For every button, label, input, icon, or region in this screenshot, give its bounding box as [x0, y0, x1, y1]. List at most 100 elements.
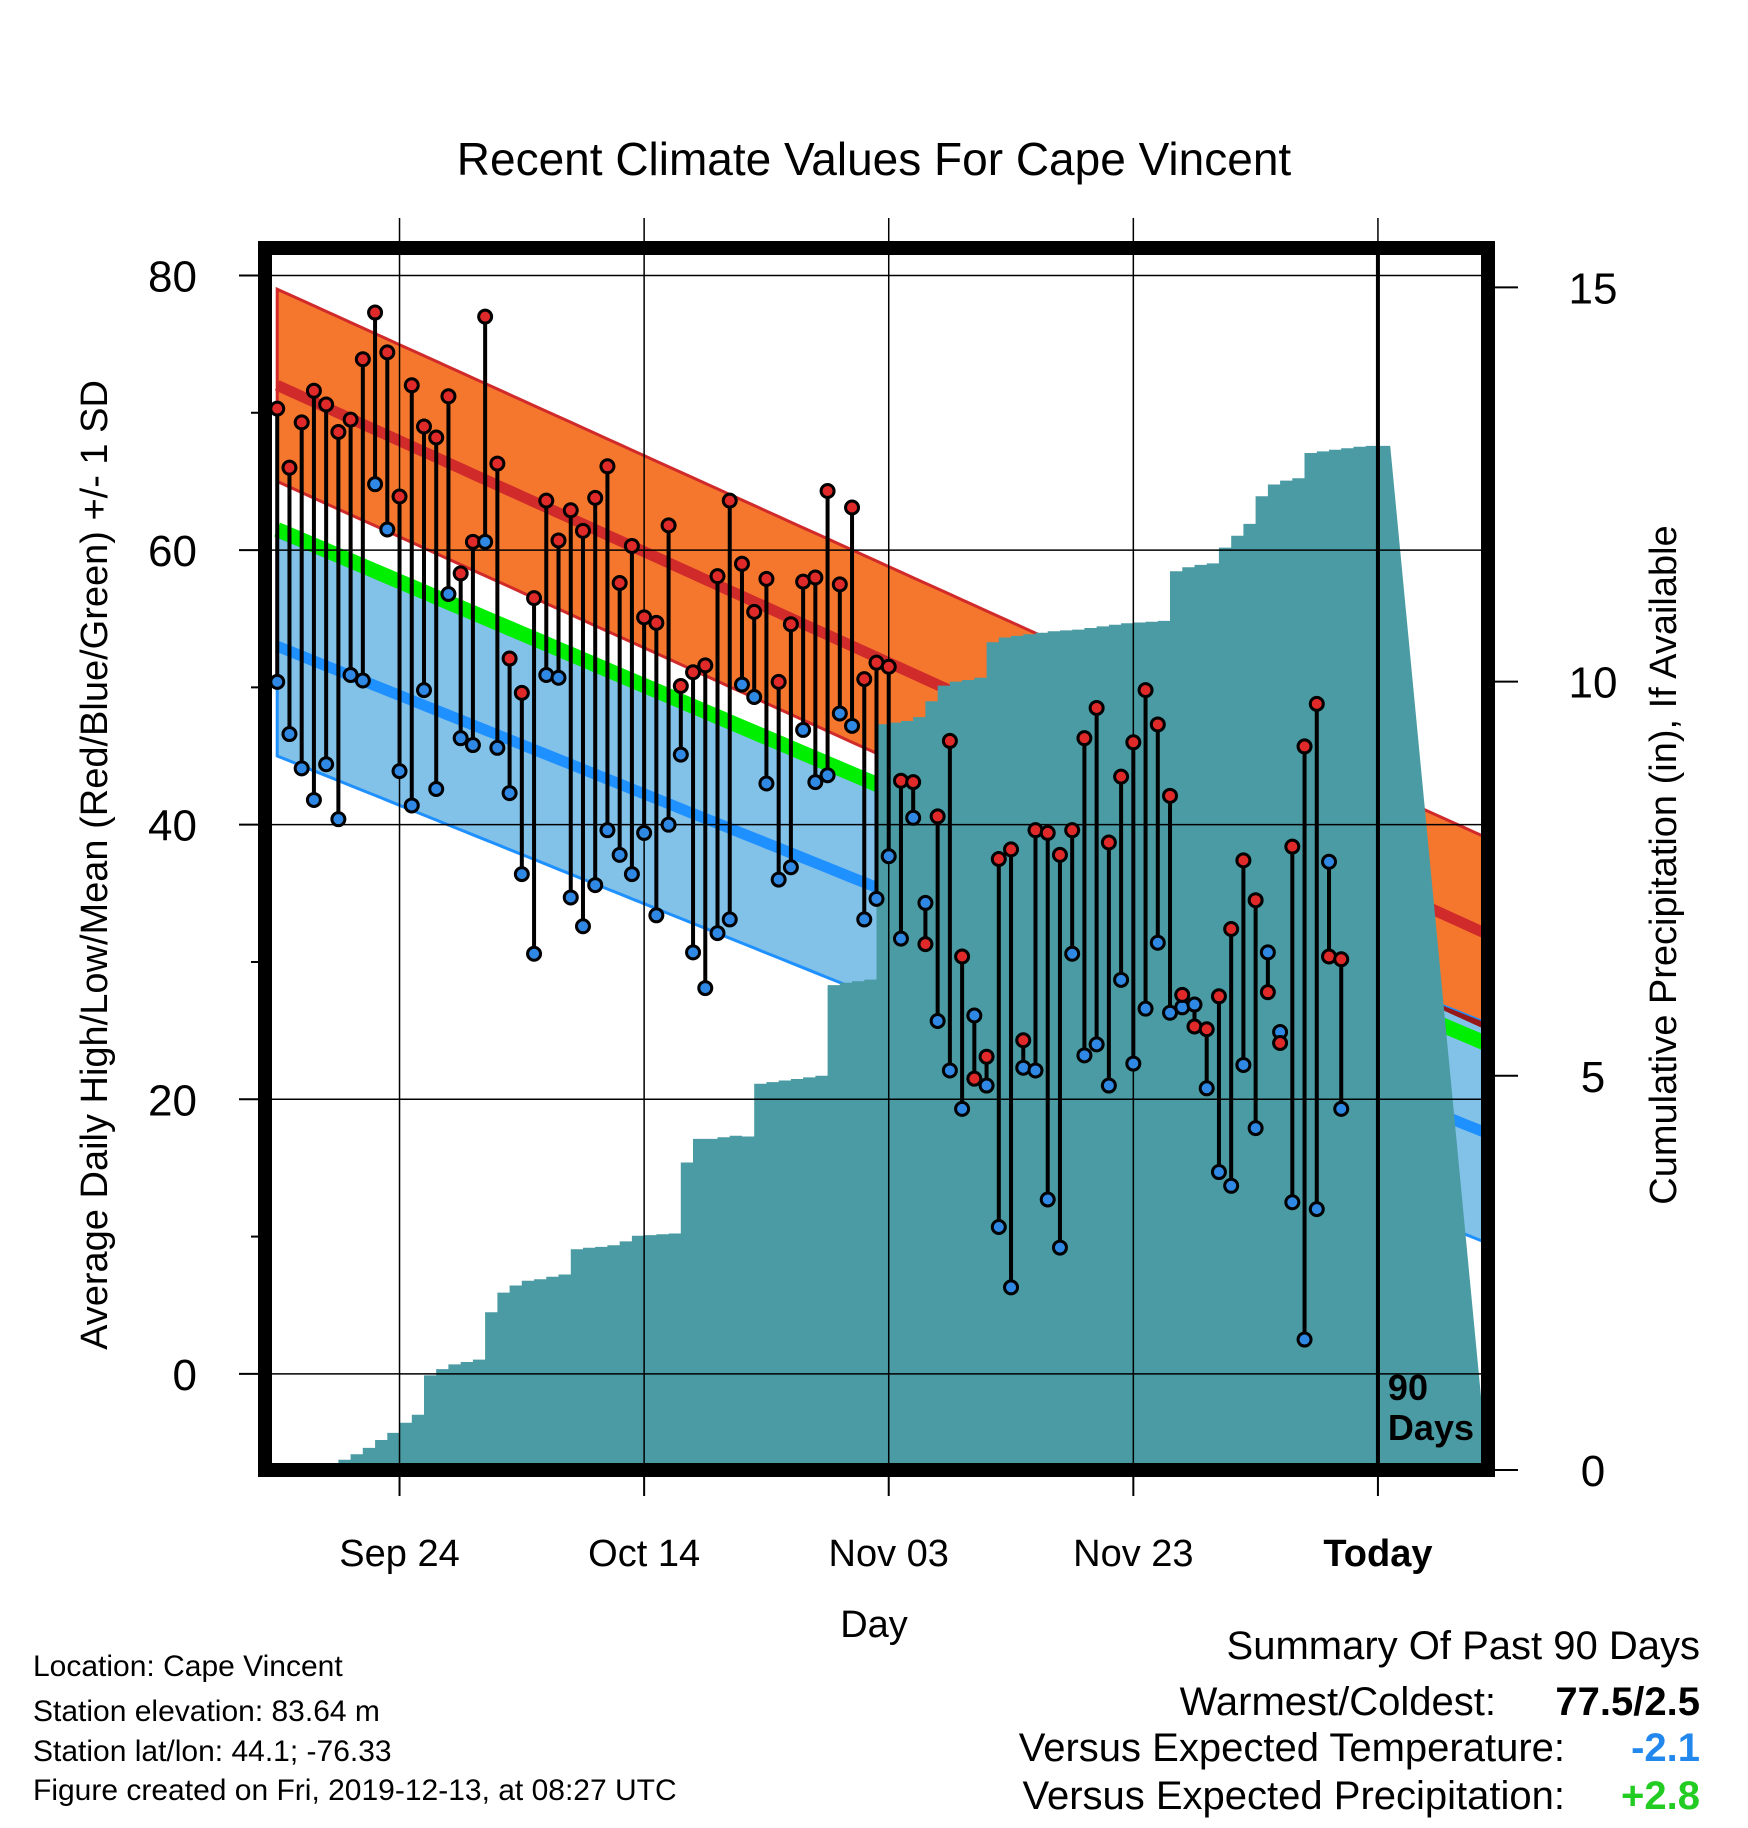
daily-high-point [452, 565, 469, 582]
daily-high-point [550, 532, 567, 549]
daily-low-point [403, 797, 420, 814]
daily-low-point [709, 925, 726, 942]
daily-high-point [758, 570, 775, 587]
daily-low-point [1186, 996, 1203, 1013]
daily-low-point [697, 980, 714, 997]
daily-high-point [990, 851, 1007, 867]
daily-high-point [709, 568, 726, 585]
daily-high-point [721, 492, 738, 509]
daily-low-point [330, 811, 347, 828]
daily-low-point [929, 1013, 946, 1030]
y2-tick-label: 0 [1581, 1447, 1605, 1496]
daily-high-point [672, 677, 689, 694]
daily-low-point [452, 730, 469, 747]
precip-area [277, 445, 1488, 1470]
today-marker-label: 90 Days [1388, 1367, 1474, 1448]
warm-cold-label: Warmest/Coldest: [1179, 1680, 1496, 1724]
daily-low-point [1003, 1279, 1020, 1296]
daily-low-point [1247, 1120, 1264, 1137]
daily-low-point [746, 688, 763, 705]
daily-high-point [1100, 834, 1117, 851]
daily-high-point [513, 684, 530, 701]
daily-high-point [1235, 852, 1252, 869]
daily-low-point [905, 809, 922, 826]
daily-high-point [477, 308, 494, 325]
daily-low-point [1137, 1000, 1154, 1017]
latlon-text: Station lat/lon: 44.1; -76.33 [33, 1735, 392, 1768]
daily-low-point [1149, 934, 1166, 951]
daily-low-point [1051, 1239, 1068, 1256]
daily-high-point [880, 658, 897, 675]
daily-low-point [1100, 1077, 1117, 1094]
daily-high-point [1003, 841, 1020, 858]
daily-high-point [562, 502, 579, 519]
daily-low-point [428, 780, 445, 797]
daily-high-point [611, 575, 628, 592]
daily-high-point [1259, 984, 1276, 1001]
daily-low-point [892, 930, 909, 947]
daily-low-point [623, 866, 640, 883]
daily-high-point [1198, 1021, 1215, 1038]
daily-high-point [978, 1048, 995, 1065]
daily-low-point [513, 866, 530, 883]
daily-low-point [831, 705, 848, 722]
daily-low-point [1125, 1055, 1142, 1072]
daily-high-point [844, 499, 861, 516]
daily-high-point [1174, 986, 1191, 1003]
daily-high-point [269, 400, 286, 417]
daily-high-point [1210, 988, 1227, 1005]
daily-low-point [1235, 1056, 1252, 1073]
daily-high-point [428, 429, 445, 446]
daily-high-point [440, 388, 457, 405]
y-tick-label: 0 [173, 1351, 197, 1400]
daily-low-point [733, 676, 750, 693]
precip-label: Versus Expected Precipitation: [1022, 1774, 1565, 1818]
daily-high-point [403, 377, 420, 394]
daily-high-point [685, 664, 702, 681]
daily-low-point [1064, 945, 1081, 962]
daily-high-point [1015, 1032, 1032, 1049]
y-axis-label: Average Daily High/Low/Mean (Red/Blue/Gr… [74, 380, 116, 1350]
daily-high-point [1076, 730, 1093, 747]
daily-low-point [819, 767, 836, 784]
daily-high-point [954, 948, 971, 965]
daily-low-point [1198, 1080, 1215, 1097]
x-tick-label: Nov 23 [1073, 1533, 1193, 1575]
daily-low-point [1223, 1177, 1240, 1194]
temp-label: Versus Expected Temperature: [1018, 1726, 1565, 1770]
daily-high-point [1333, 951, 1350, 968]
daily-low-point [868, 890, 885, 907]
daily-low-point [574, 918, 591, 935]
daily-high-point [831, 576, 848, 593]
daily-low-point [1296, 1331, 1313, 1348]
chart-title: Recent Climate Values For Cape Vincent [457, 133, 1292, 185]
daily-high-point [1113, 768, 1130, 785]
plot-frame [258, 241, 1495, 1477]
daily-high-point [966, 1070, 983, 1087]
today-marker-unit: Days [1388, 1407, 1474, 1448]
y2-tick-label: 15 [1569, 264, 1618, 313]
daily-low-point [550, 669, 567, 686]
daily-low-point [660, 816, 677, 833]
daily-high-point [917, 936, 934, 953]
daily-high-point [623, 537, 640, 554]
daily-high-point [367, 304, 384, 321]
daily-high-point [746, 603, 763, 620]
daily-high-point [733, 555, 750, 572]
daily-high-point [819, 483, 836, 500]
daily-low-point [685, 944, 702, 961]
daily-low-point [354, 672, 371, 689]
daily-high-point [1125, 734, 1142, 751]
daily-high-point [660, 517, 677, 534]
daily-low-point [917, 894, 934, 911]
daily-low-point [587, 877, 604, 894]
x-tick-label: Sep 24 [339, 1533, 459, 1575]
y-tick-label: 40 [148, 802, 197, 851]
daily-high-point [281, 459, 298, 476]
daily-low-point [990, 1218, 1007, 1235]
daily-high-point [1051, 846, 1068, 863]
daily-high-point [305, 382, 322, 399]
daily-low-point [415, 682, 432, 699]
daily-high-point [770, 673, 787, 690]
x-tick-label: Nov 03 [829, 1533, 949, 1575]
